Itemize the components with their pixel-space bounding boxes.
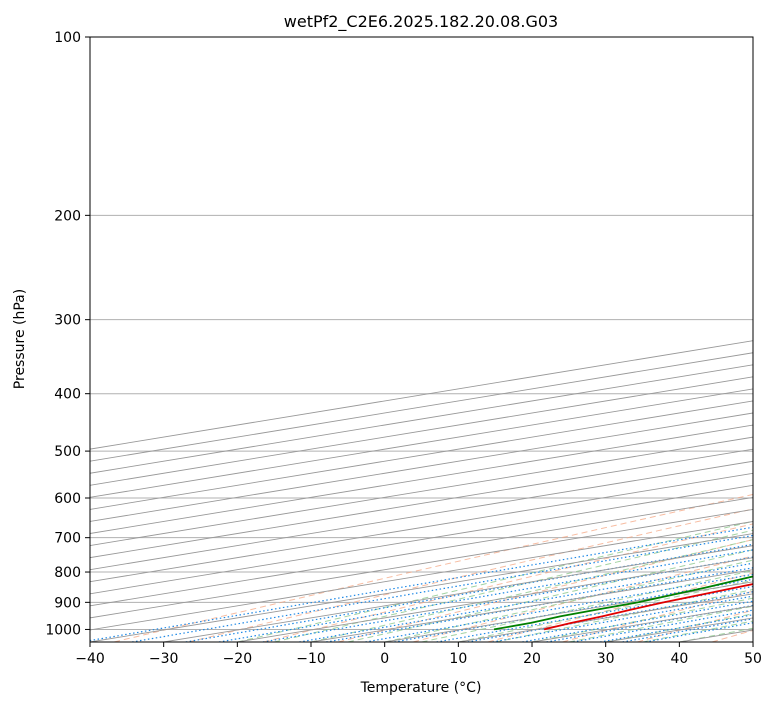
x-axis-label: Temperature (°C) (360, 680, 482, 696)
isotherm-line (90, 460, 753, 571)
dry-adiabats (113, 493, 753, 642)
isotherm-line (90, 364, 753, 474)
mixing-ratio-line (622, 618, 753, 642)
y-axis-label: Pressure (hPa) (12, 289, 28, 389)
moist-adiabat (642, 620, 753, 642)
y-tick-label: 700 (54, 531, 81, 547)
isotherm-line (90, 533, 753, 642)
x-tick-label: 0 (380, 651, 389, 667)
isotherm-line (90, 496, 753, 607)
moist-adiabat (237, 520, 753, 642)
moist-adiabat (384, 559, 753, 642)
dry-adiabat (562, 590, 753, 642)
isotherm-line (90, 424, 753, 534)
moist-adiabat (421, 569, 753, 642)
x-tick-label: 20 (523, 651, 541, 667)
plot-frame (89, 36, 754, 643)
pressure-gridlines (90, 37, 753, 630)
isotherm-line (90, 400, 753, 510)
isotherm-line (90, 448, 753, 559)
moist-adiabats (237, 520, 753, 642)
y-tick-label: 500 (54, 444, 81, 460)
isotherm-line (605, 617, 753, 642)
y-tick-label: 100 (54, 30, 81, 46)
y-axis-ticks: 100 200 300 400 500 600 700 800 900 1000 (45, 30, 90, 638)
x-tick-label: −20 (223, 651, 253, 667)
isotherm-line (237, 557, 753, 642)
y-tick-label: 600 (54, 491, 81, 507)
moist-adiabat (532, 597, 753, 642)
dry-adiabat (113, 493, 753, 642)
mixing-ratio-line (645, 622, 753, 642)
isotherms (90, 37, 775, 642)
isotherm-line (90, 472, 753, 583)
mixing-ratio-line (436, 585, 753, 642)
moist-adiabat (458, 579, 753, 642)
moist-adiabat (347, 549, 753, 642)
y-tick-label: 400 (54, 387, 81, 403)
y-tick-label: 800 (54, 565, 81, 581)
y-tick-label: 200 (54, 208, 81, 224)
x-tick-label: −10 (296, 651, 326, 667)
isotherm-line (90, 388, 753, 498)
mixing-ratio-line (185, 543, 753, 642)
mixing-ratio-line (299, 562, 753, 642)
isotherm-line (90, 508, 753, 619)
mixing-ratio-line (365, 573, 753, 642)
isotherm-line (90, 352, 753, 462)
moist-adiabat (274, 529, 753, 642)
x-tick-label: −30 (149, 651, 179, 667)
chart-title: wetPf2_C2E6.2025.182.20.08.G03 (284, 12, 558, 32)
dry-adiabat (263, 523, 753, 642)
x-axis-ticks: −40 −30 −20 −10 0 10 20 30 40 50 (75, 642, 762, 667)
x-tick-label: 40 (670, 651, 688, 667)
isotherm-line (90, 412, 753, 522)
isotherm-line (753, 37, 775, 642)
dry-adiabat (637, 609, 753, 642)
sounding-traces (493, 575, 753, 631)
isotherm-line (90, 521, 753, 631)
isotherm-line (679, 629, 753, 642)
dry-adiabat (487, 572, 753, 642)
x-tick-label: −40 (75, 651, 105, 667)
y-tick-label: 900 (54, 595, 81, 611)
y-tick-label: 1000 (45, 622, 81, 638)
dry-adiabat (338, 539, 753, 642)
plot-area: 0.10.20.40.611.52346810131620253036-100-… (90, 37, 775, 642)
isotherm-line (90, 436, 753, 547)
isotherm-line (90, 376, 753, 486)
mixing-ratio-line (326, 567, 753, 642)
isotherm-line (90, 340, 753, 450)
isotherm-line (90, 484, 753, 595)
moist-adiabat (310, 539, 753, 642)
x-tick-label: 50 (744, 651, 762, 667)
temperature-trace (543, 583, 753, 631)
x-tick-label: 10 (449, 651, 467, 667)
y-tick-label: 300 (54, 313, 81, 329)
isotherm-line (458, 593, 753, 642)
x-tick-label: 30 (597, 651, 615, 667)
isotherm-line (163, 545, 753, 642)
